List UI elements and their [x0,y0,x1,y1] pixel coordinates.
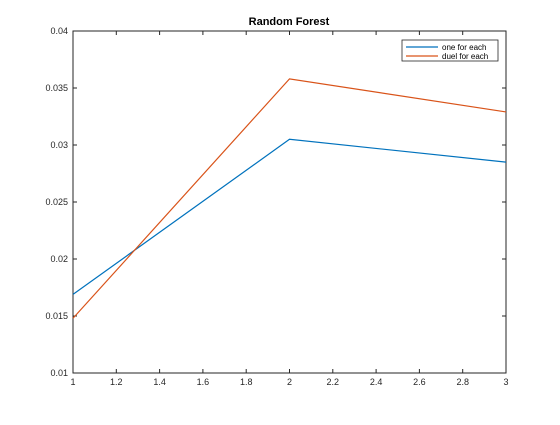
y-tick-label: 0.02 [50,254,68,264]
y-tick-label: 0.035 [45,83,68,93]
series-line-1 [72,138,507,295]
x-tick-label: 3 [503,377,508,387]
y-tick-label: 0.025 [45,197,68,207]
y-tick-label: 0.04 [50,26,68,36]
x-axis: 1 1.2 1.4 1.6 1.8 2 2.2 2.4 2.6 2.8 3 [70,31,509,387]
legend-label: one for each [442,43,486,52]
x-tick-label: 2.4 [370,377,383,387]
series-lines [72,78,507,319]
y-axis: 0.01 0.015 0.02 0.025 0.03 0.035 0.04 [45,26,506,378]
y-tick-label: 0.01 [50,368,68,378]
x-tick-label: 2 [287,377,292,387]
x-tick-label: 2.8 [456,377,469,387]
x-tick-label: 2.6 [413,377,426,387]
x-tick-label: 1.6 [197,377,210,387]
x-tick-label: 2.2 [327,377,340,387]
y-tick-label: 0.03 [50,140,68,150]
x-tick-label: 1.2 [110,377,123,387]
legend-label: duel for each [442,52,488,61]
x-tick-label: 1 [70,377,75,387]
plot-area [72,30,507,374]
series-line-2 [72,78,507,319]
chart-title: Random Forest [249,16,330,28]
x-tick-label: 1.4 [153,377,166,387]
x-tick-label: 1.8 [240,377,253,387]
y-tick-label: 0.015 [45,311,68,321]
